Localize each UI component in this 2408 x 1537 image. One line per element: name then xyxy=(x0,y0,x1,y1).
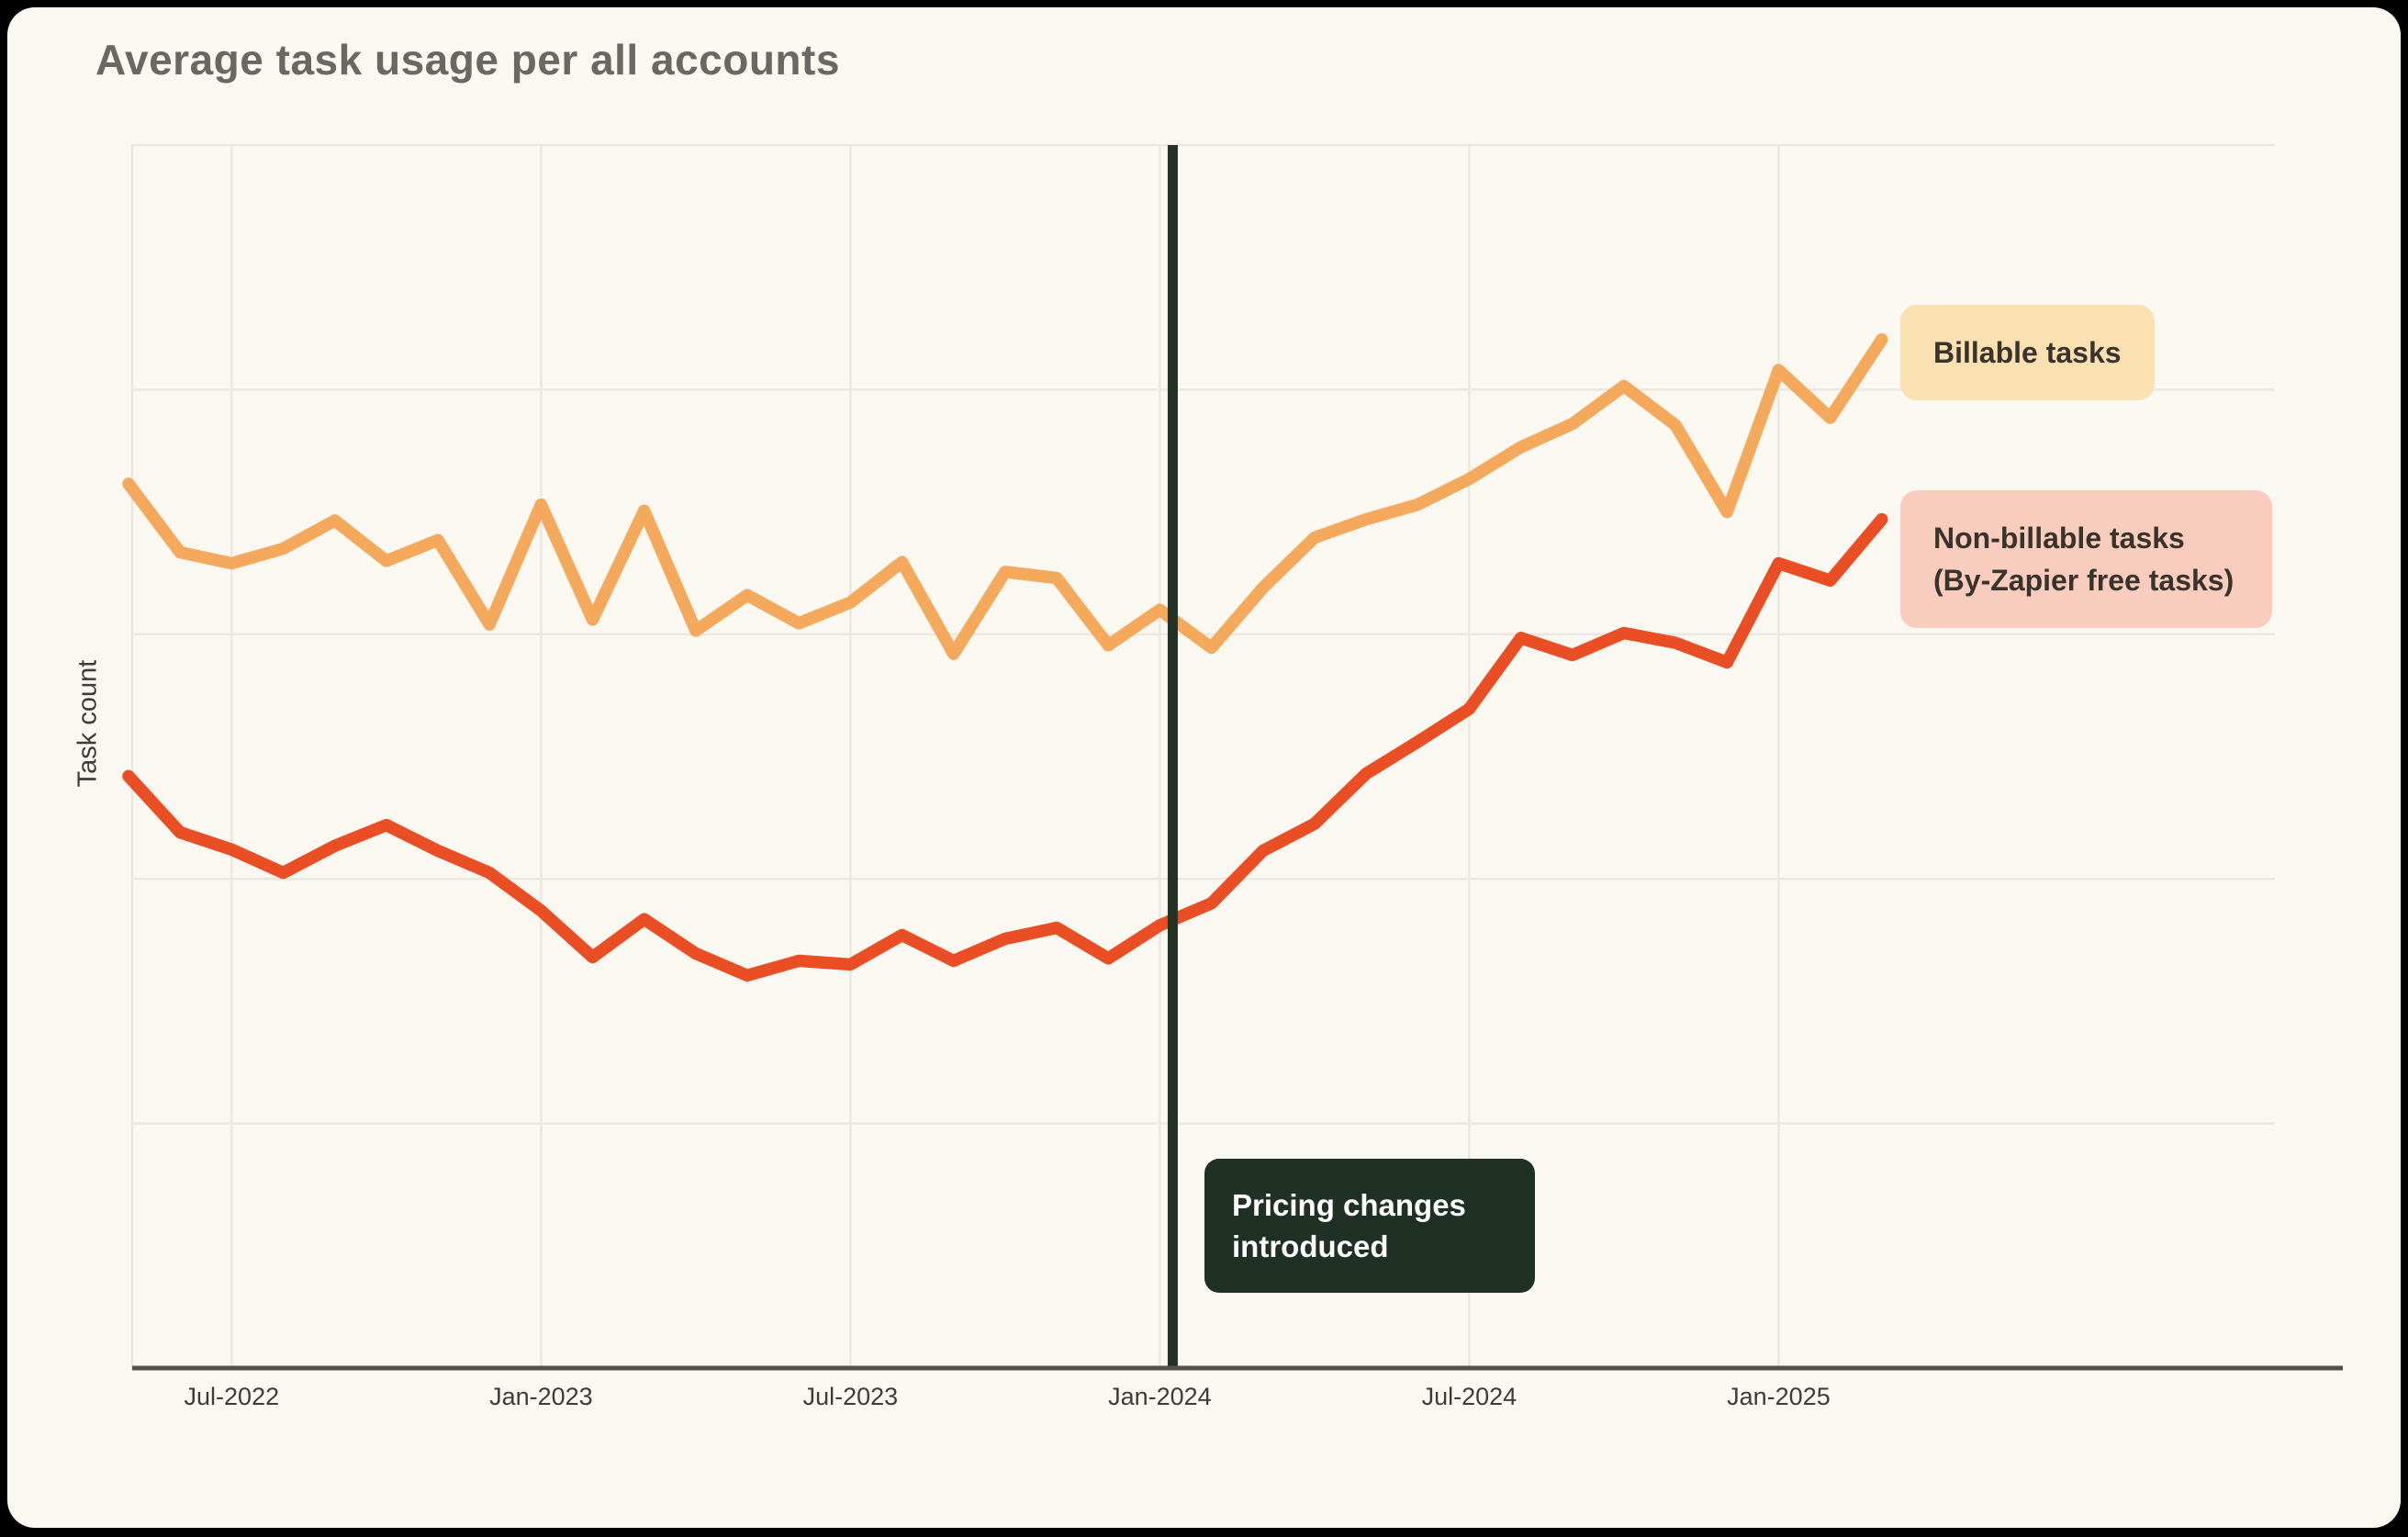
x-tick-label: Jul-2022 xyxy=(184,1383,280,1410)
billable-tasks-line xyxy=(122,333,1888,660)
pricing-changes-annotation: Pricing changes introduced xyxy=(1204,1159,1535,1293)
non-billable-tasks-line xyxy=(122,512,1888,982)
legend-billable-tasks: Billable tasks xyxy=(1900,305,2155,400)
chart-card xyxy=(7,7,2401,1528)
x-tick-label: Jan-2024 xyxy=(1108,1383,1212,1410)
x-tick-label: Jul-2023 xyxy=(802,1383,899,1410)
x-tick-label: Jan-2023 xyxy=(489,1383,593,1410)
chart-title: Average task usage per all accounts xyxy=(95,36,840,84)
legend-non-billable-tasks: Non-billable tasks (By-Zapier free tasks… xyxy=(1900,490,2272,628)
x-tick-label: Jul-2024 xyxy=(1421,1383,1518,1410)
x-tick-label: Jan-2025 xyxy=(1727,1383,1831,1410)
